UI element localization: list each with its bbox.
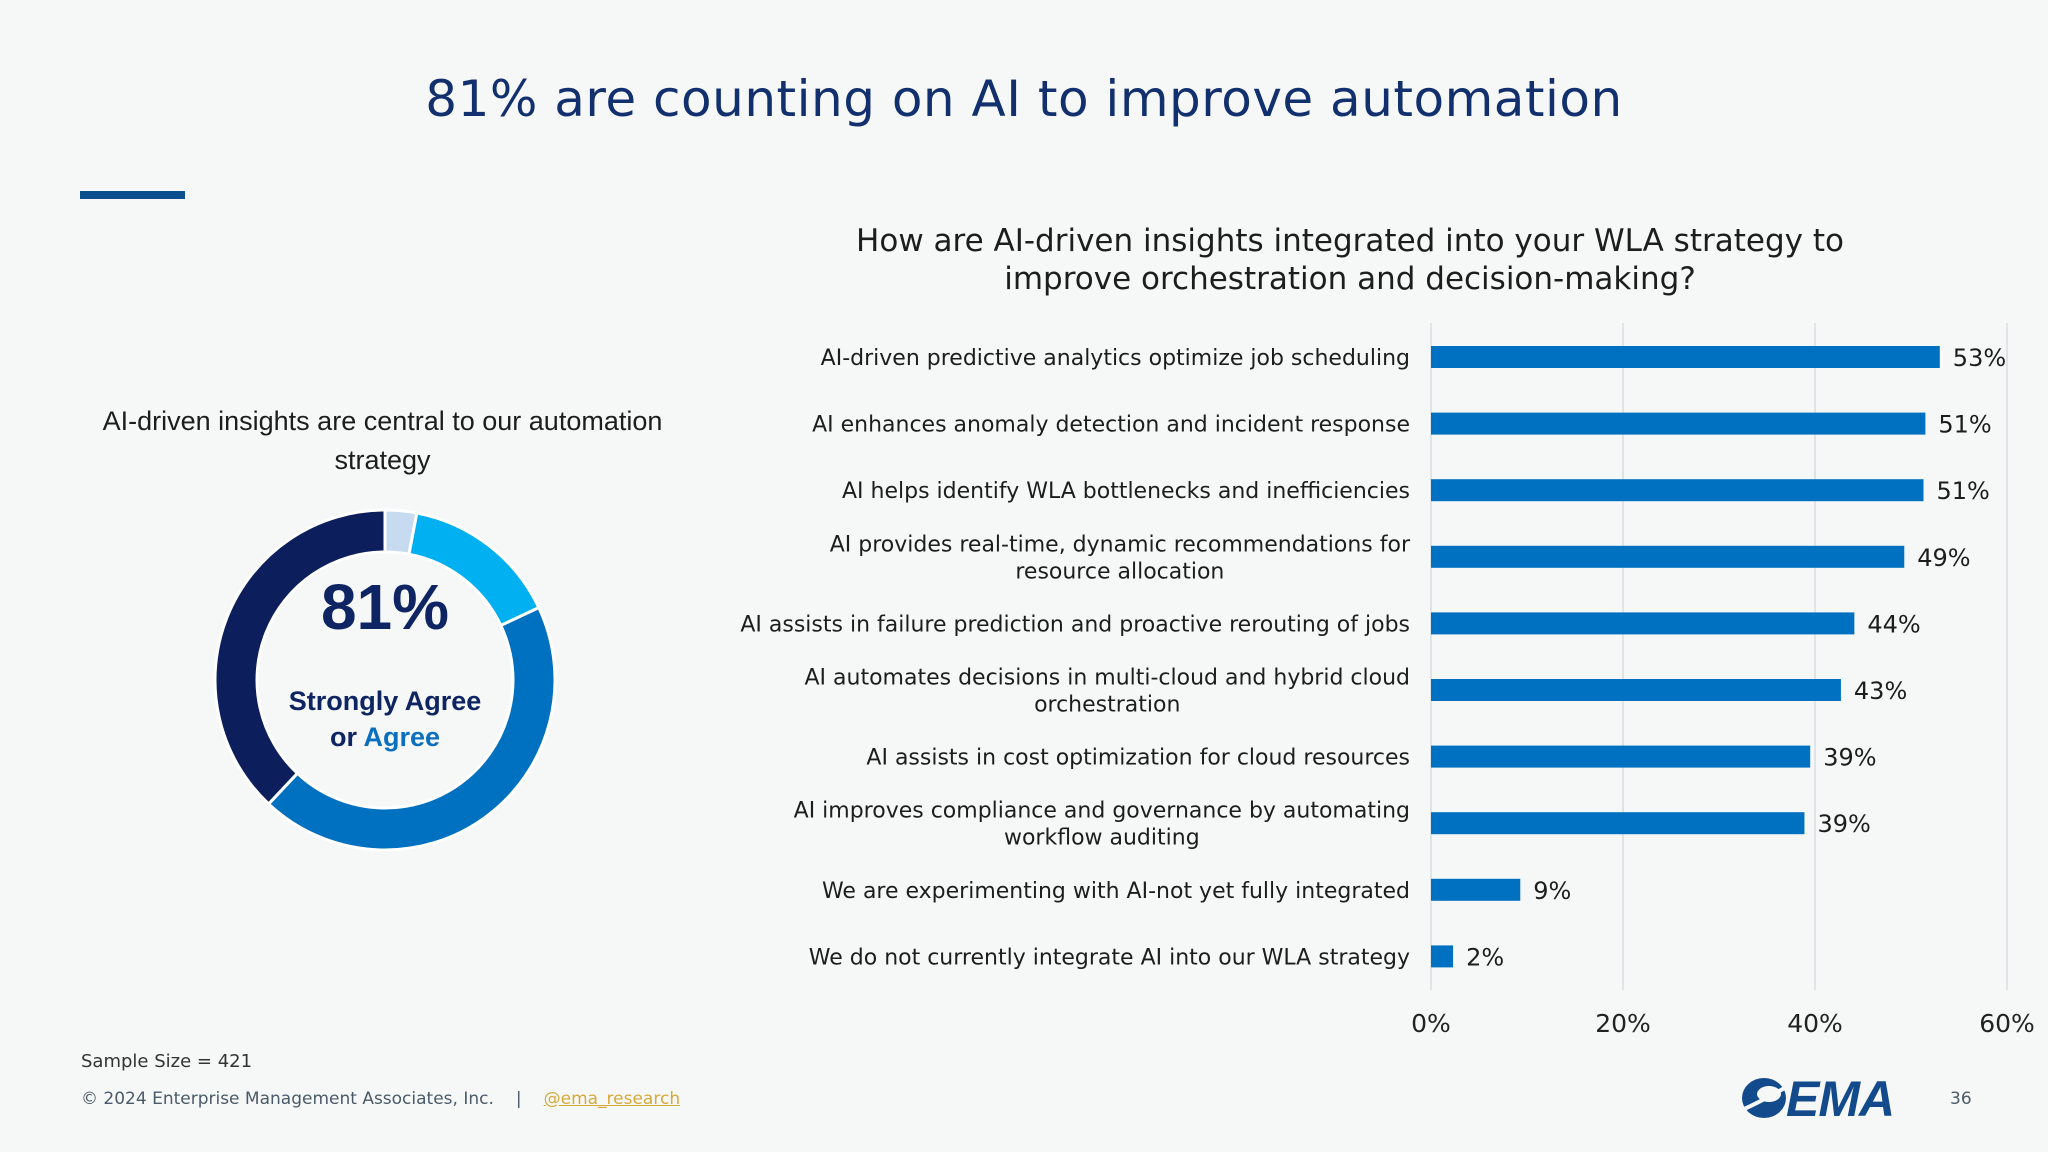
- bar-row: AI improves compliance and governance by…: [794, 799, 1871, 851]
- donut-segment-3: [213, 508, 387, 807]
- twitter-link[interactable]: @ema_research: [543, 1089, 681, 1109]
- bar-row: AI assists in failure prediction and pro…: [740, 610, 1920, 638]
- category-label: AI helps identify WLA bottlenecks and in…: [842, 479, 1410, 504]
- donut-label-or: or: [329, 722, 364, 752]
- donut-label-agree: Agree: [363, 722, 441, 752]
- chart-title: How are AI-driven insights integrated in…: [856, 223, 1844, 297]
- x-tick-label: 40%: [1787, 1009, 1843, 1038]
- category-label: AI enhances anomaly detection and incide…: [812, 413, 1410, 438]
- ema-swoosh-icon: [1741, 1078, 1790, 1118]
- data-label: 53%: [1953, 344, 2006, 372]
- data-label: 51%: [1938, 411, 1991, 439]
- data-label: 2%: [1466, 943, 1504, 971]
- x-tick-label: 60%: [1979, 1009, 2035, 1038]
- category-label: AI provides real-time, dynamic recommend…: [830, 532, 1411, 557]
- bar-row: AI automates decisions in multi-cloud an…: [805, 666, 1908, 718]
- bar: [1431, 612, 1855, 635]
- x-tick-label: 0%: [1411, 1009, 1451, 1038]
- donut-segment-2: [266, 605, 557, 852]
- data-label: 39%: [1823, 744, 1876, 772]
- category-label: workflow auditing: [1004, 826, 1200, 851]
- bar: [1431, 545, 1905, 568]
- category-label: We do not currently integrate AI into ou…: [809, 945, 1410, 970]
- slide-title: 81% are counting on AI to improve automa…: [425, 70, 1623, 128]
- data-label: 39%: [1817, 810, 1870, 838]
- category-label: AI-driven predictive analytics optimize …: [821, 346, 1410, 371]
- category-label: AI assists in cost optimization for clou…: [866, 746, 1410, 771]
- data-label: 44%: [1867, 610, 1920, 638]
- bar: [1431, 745, 1811, 768]
- data-label: 43%: [1854, 677, 1907, 705]
- data-label: 51%: [1936, 477, 1989, 505]
- donut-percent: 81%: [320, 571, 450, 643]
- bar-row: We do not currently integrate AI into ou…: [809, 943, 1504, 971]
- bar: [1431, 679, 1841, 701]
- category-label: We are experimenting with AI-not yet ful…: [822, 879, 1410, 904]
- category-label: orchestration: [1034, 693, 1180, 718]
- ema-logo: EMA: [1738, 1068, 1908, 1128]
- donut-title: AI-driven insights are central to our au…: [102, 406, 663, 475]
- bar-row: AI provides real-time, dynamic recommend…: [830, 532, 1971, 584]
- bar: [1431, 945, 1454, 968]
- footer: © 2024 Enterprise Management Associates,…: [81, 1089, 680, 1109]
- data-label: 9%: [1533, 877, 1571, 905]
- logo-text: EMA: [1786, 1071, 1895, 1127]
- sample-size: Sample Size = 421: [81, 1051, 253, 1072]
- bar-row: AI assists in cost optimization for clou…: [866, 744, 1876, 772]
- bar-row: AI helps identify WLA bottlenecks and in…: [842, 477, 1990, 505]
- bar-row: AI enhances anomaly detection and incide…: [812, 411, 1992, 439]
- category-label: AI improves compliance and governance by…: [794, 799, 1410, 824]
- bar: [1431, 878, 1521, 901]
- page-number: 36: [1950, 1089, 1972, 1109]
- x-tick-label: 20%: [1595, 1009, 1651, 1038]
- footer-separator: |: [515, 1089, 522, 1109]
- bar: [1431, 346, 1940, 368]
- bar-row: We are experimenting with AI-not yet ful…: [822, 877, 1571, 905]
- accent-rule: [80, 191, 185, 199]
- category-label: AI automates decisions in multi-cloud an…: [805, 666, 1411, 691]
- bar: [1431, 812, 1805, 835]
- bar-row: AI-driven predictive analytics optimize …: [821, 344, 2006, 372]
- bar: [1431, 479, 1924, 502]
- donut-label-line2: or Agree: [235, 719, 535, 755]
- category-label: resource allocation: [1015, 559, 1224, 584]
- bar: [1431, 412, 1926, 435]
- donut-label-line1: Strongly Agree: [288, 686, 482, 716]
- data-label: 49%: [1917, 544, 1970, 572]
- category-label: AI assists in failure prediction and pro…: [740, 612, 1410, 637]
- donut-chart: [213, 508, 557, 852]
- copyright: © 2024 Enterprise Management Associates,…: [81, 1089, 494, 1109]
- donut-label: Strongly Agree or Agree: [235, 683, 535, 755]
